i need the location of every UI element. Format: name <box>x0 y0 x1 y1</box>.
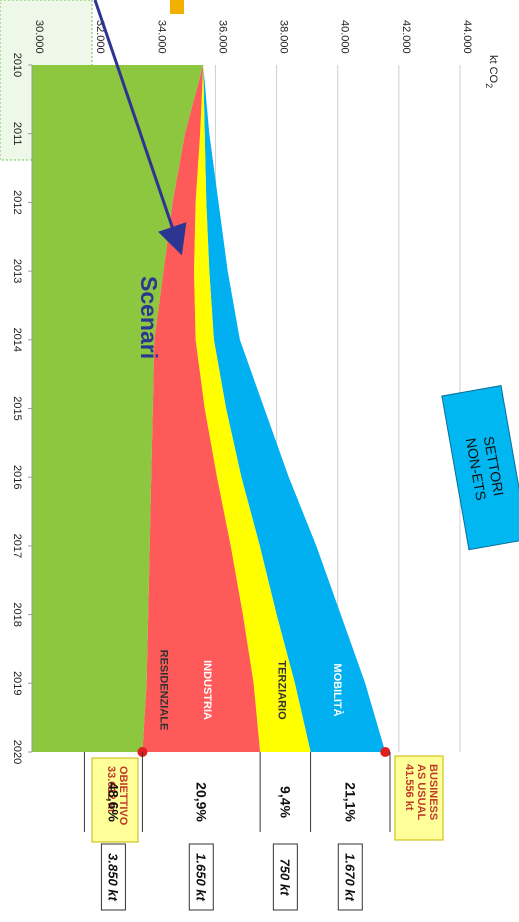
band-label: TERZIARIO <box>275 660 287 720</box>
bau-line1: BUSINESS <box>427 764 439 820</box>
scenari-label: Scenari <box>136 276 162 359</box>
value-tick-label: 34.000 <box>155 20 167 54</box>
year-tick-label: 2020 <box>11 740 23 764</box>
labels: MOBILITÀ TERZIARIO INDUSTRIA RESIDENZIALE <box>158 650 344 731</box>
year-tick-label: 2015 <box>11 396 23 420</box>
y-unit-label: kt CO2 <box>484 55 499 88</box>
band-label: MOBILITÀ <box>331 663 344 716</box>
share-kt-box <box>100 843 126 911</box>
axes: 30.000 32.000 34.000 36.000 38.000 40.000 42.0… <box>11 20 473 764</box>
year-tick-label: 2014 <box>11 328 23 352</box>
share-kt: 1.650 kt <box>193 853 208 901</box>
area-mobilita <box>203 65 386 752</box>
share-percent: 48,6% <box>105 782 121 822</box>
band-label: INDUSTRIA <box>201 660 213 720</box>
year-tick-label: 2016 <box>11 465 23 489</box>
bau-line2: AS USUAL <box>415 764 427 821</box>
obiettivo-line2: 33.612 kt <box>105 766 117 813</box>
value-tick-label: 44.000 <box>461 20 473 54</box>
obiettivo-line1: OBIETTIVO <box>117 766 129 826</box>
cropped-panel-tab <box>170 0 184 14</box>
year-tick-label: 2019 <box>11 671 23 695</box>
share-kt: 750 kt <box>277 859 292 897</box>
settori-badge: SETTORI NON-ETS <box>441 385 519 551</box>
scenari-arrow <box>93 0 187 256</box>
value-tick-label: 40.000 <box>339 20 351 54</box>
share-table: 21,1% 1.670 kt 9,4% 750 kt 20,9% 1.650 kt 48,6… <box>83 752 391 911</box>
area-terziario <box>194 65 311 752</box>
year-tick-label: 2017 <box>11 534 23 558</box>
share-kt-box <box>188 843 214 911</box>
band-label: RESIDENZIALE <box>158 650 170 731</box>
year-tick-label: 2010 <box>11 53 23 77</box>
value-tick-label: 36.000 <box>216 20 228 54</box>
year-tick-label: 2011 <box>11 122 23 146</box>
business-as-usual-callout: BUSINESS AS USUAL 41.556 kt <box>394 755 444 841</box>
year-tick-label: 2018 <box>11 602 23 626</box>
value-tick-label: 30.000 <box>33 20 45 54</box>
share-kt: 3.850 kt <box>105 853 120 901</box>
share-percent: 21,1% <box>342 782 358 822</box>
bau-line3: 41.556 kt <box>403 764 415 811</box>
value-tick-label: 38.000 <box>278 20 290 54</box>
share-percent: 9,4% <box>277 786 293 818</box>
share-kt-box <box>337 843 363 911</box>
share-percent: 20,9% <box>193 782 209 822</box>
share-kt: 1.670 kt <box>342 853 357 901</box>
share-kt-box <box>272 843 298 911</box>
year-tick-label: 2012 <box>11 190 23 214</box>
value-tick-label: 42.000 <box>400 20 412 54</box>
year-tick-label: 2013 <box>11 259 23 283</box>
bau-marker <box>380 747 391 757</box>
obiettivo-callout: OBIETTIVO 33.612 kt <box>91 757 139 843</box>
area-series <box>32 65 386 752</box>
